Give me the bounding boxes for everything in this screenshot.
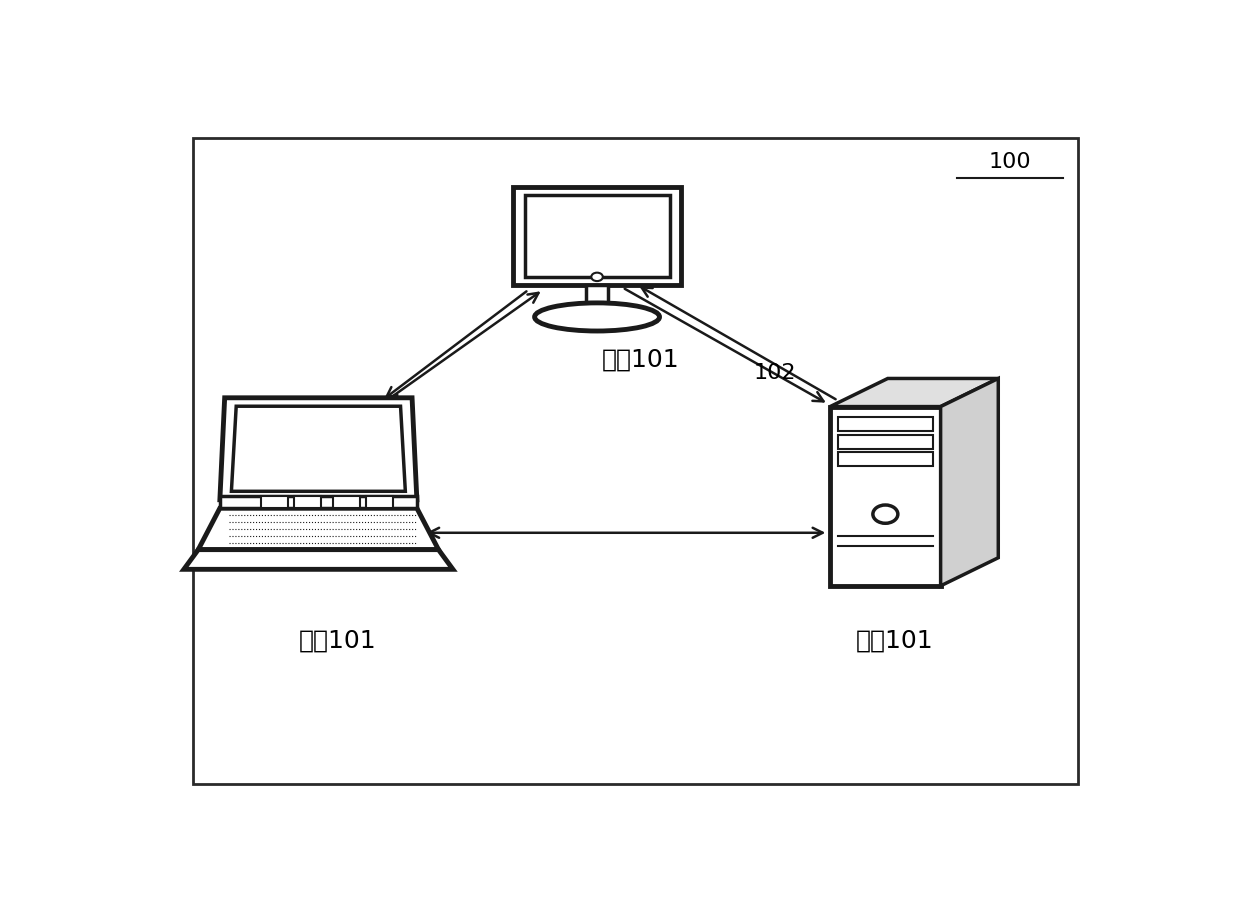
Circle shape [873, 505, 898, 523]
Polygon shape [232, 406, 405, 491]
Bar [838, 417, 932, 431]
Bar [525, 195, 670, 277]
Circle shape [591, 273, 603, 281]
Bar [513, 187, 681, 286]
Bar [332, 496, 360, 509]
Bar [838, 435, 932, 449]
Text: 节点101: 节点101 [856, 628, 934, 652]
Bar [367, 496, 393, 509]
Polygon shape [830, 379, 998, 406]
Text: 100: 100 [990, 152, 1032, 173]
Ellipse shape [534, 303, 660, 331]
Bar [294, 496, 321, 509]
Bar [830, 406, 941, 586]
Bar [219, 496, 417, 509]
Polygon shape [198, 509, 439, 550]
Polygon shape [219, 398, 417, 499]
Text: 节点101: 节点101 [299, 628, 377, 652]
Polygon shape [184, 550, 453, 570]
Bar [587, 286, 608, 310]
Text: 102: 102 [754, 363, 796, 383]
Bar [838, 452, 932, 467]
Bar [260, 496, 288, 509]
Text: 节点101: 节点101 [601, 347, 680, 371]
Polygon shape [941, 379, 998, 586]
